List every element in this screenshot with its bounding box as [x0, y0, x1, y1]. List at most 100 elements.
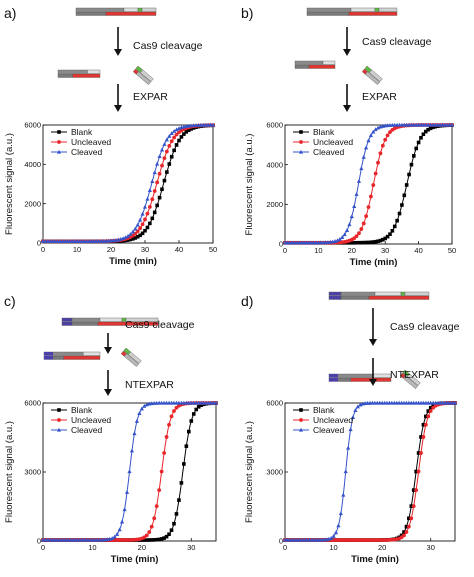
data-point	[189, 419, 194, 423]
data-point	[130, 229, 135, 234]
data-point	[162, 178, 167, 183]
data-point	[164, 149, 169, 154]
dna-bottom-strand-segment	[340, 295, 370, 300]
data-point	[426, 409, 431, 413]
cleaved-fragment-top	[294, 60, 324, 65]
data-point	[184, 444, 189, 448]
data-point	[402, 533, 406, 538]
data-point	[409, 516, 414, 521]
y-axis-label: Fluorescent signal (a.u.)	[4, 421, 15, 523]
data-point	[157, 171, 162, 176]
data-point	[196, 405, 201, 409]
dna-top-strand-segment	[400, 291, 406, 296]
data-point	[169, 154, 174, 159]
data-point	[356, 178, 362, 183]
data-point	[347, 240, 352, 245]
data-point	[431, 125, 435, 130]
data-point	[191, 412, 196, 416]
data-point	[331, 534, 336, 538]
data-point	[411, 488, 416, 492]
data-point	[152, 189, 157, 193]
x-tick-label: 40	[414, 246, 422, 255]
panel-b-svg: b) Cas9 cleavage EXPAR 0 10 20 30 40 50 0 2000 4000…	[241, 5, 456, 268]
data-point	[416, 469, 421, 474]
step-label-amplification: EXPAR	[133, 91, 168, 103]
data-point	[371, 129, 376, 134]
data-point	[149, 538, 154, 542]
data-point	[385, 234, 390, 239]
y-tick-label: 0	[37, 239, 41, 248]
data-point	[337, 236, 342, 241]
y-tick-label: 3000	[24, 468, 41, 477]
data-point	[186, 128, 191, 132]
legend-swatch-marker	[57, 408, 61, 412]
x-tick-label: 10	[88, 543, 96, 552]
data-point	[137, 411, 142, 415]
data-point	[177, 498, 181, 502]
x-axis-label: Time (min)	[350, 257, 398, 268]
data-point	[112, 534, 117, 539]
data-point	[423, 129, 428, 134]
data-point	[373, 171, 378, 176]
series-line-blank	[43, 124, 213, 242]
data-point	[378, 151, 383, 156]
cleaved-fragment-bottom	[294, 64, 310, 69]
y-tick-label: 2000	[266, 200, 283, 209]
data-point	[152, 538, 157, 542]
panel-label: c)	[4, 293, 16, 309]
data-point	[182, 132, 186, 136]
data-point	[366, 138, 371, 143]
cleaved-fragment-top	[322, 60, 336, 65]
data-point	[155, 161, 160, 166]
legend-swatch-marker	[299, 418, 303, 422]
series-line-blank	[285, 402, 455, 541]
dna-top-strand-segment	[374, 7, 380, 12]
series-line-uncleaved	[43, 124, 213, 242]
data-point	[140, 231, 145, 236]
legend-swatch-marker	[57, 418, 61, 422]
data-point	[165, 170, 169, 174]
data-point	[341, 492, 346, 497]
data-point	[155, 203, 159, 208]
dna-top-strand-segment	[374, 291, 402, 296]
dna-bottom-strand-segment	[306, 11, 350, 16]
data-point	[138, 217, 143, 222]
data-point	[373, 127, 378, 132]
legend-swatch-marker	[56, 149, 62, 154]
data-point	[402, 193, 407, 198]
data-point	[359, 166, 364, 171]
data-point	[335, 238, 340, 243]
data-point	[421, 132, 426, 137]
data-point	[159, 469, 164, 474]
panel-label: d)	[241, 293, 253, 309]
data-point	[124, 489, 130, 494]
series-markers-cleaved	[282, 400, 458, 542]
dna-bottom-strand-segment	[61, 321, 73, 326]
data-point	[368, 133, 373, 138]
x-tick-label: 0	[283, 246, 287, 255]
y-tick-label: 0	[37, 537, 41, 546]
data-point	[350, 415, 356, 419]
data-point	[122, 507, 127, 512]
data-point	[160, 163, 164, 168]
data-point	[169, 139, 174, 144]
legend-swatch-marker	[56, 427, 62, 432]
data-point	[376, 239, 380, 244]
legend-swatch-marker	[299, 130, 303, 134]
data-point	[354, 234, 359, 239]
data-point	[131, 237, 135, 241]
data-point	[135, 234, 140, 239]
process-arrow-head	[369, 379, 377, 386]
data-point	[452, 400, 458, 405]
data-point	[145, 211, 150, 216]
dna-top-strand-segment	[75, 7, 125, 12]
data-point	[419, 435, 423, 439]
data-point	[407, 516, 411, 521]
legend-entry-uncleaved: Uncleaved	[313, 415, 353, 425]
step-label-cas9: Cas9 cleavage	[133, 40, 203, 52]
cleaved-right-lower	[402, 375, 419, 389]
data-point	[395, 218, 399, 223]
data-point	[426, 414, 431, 419]
legend-entry-uncleaved: Uncleaved	[313, 137, 353, 147]
data-point	[152, 170, 157, 175]
